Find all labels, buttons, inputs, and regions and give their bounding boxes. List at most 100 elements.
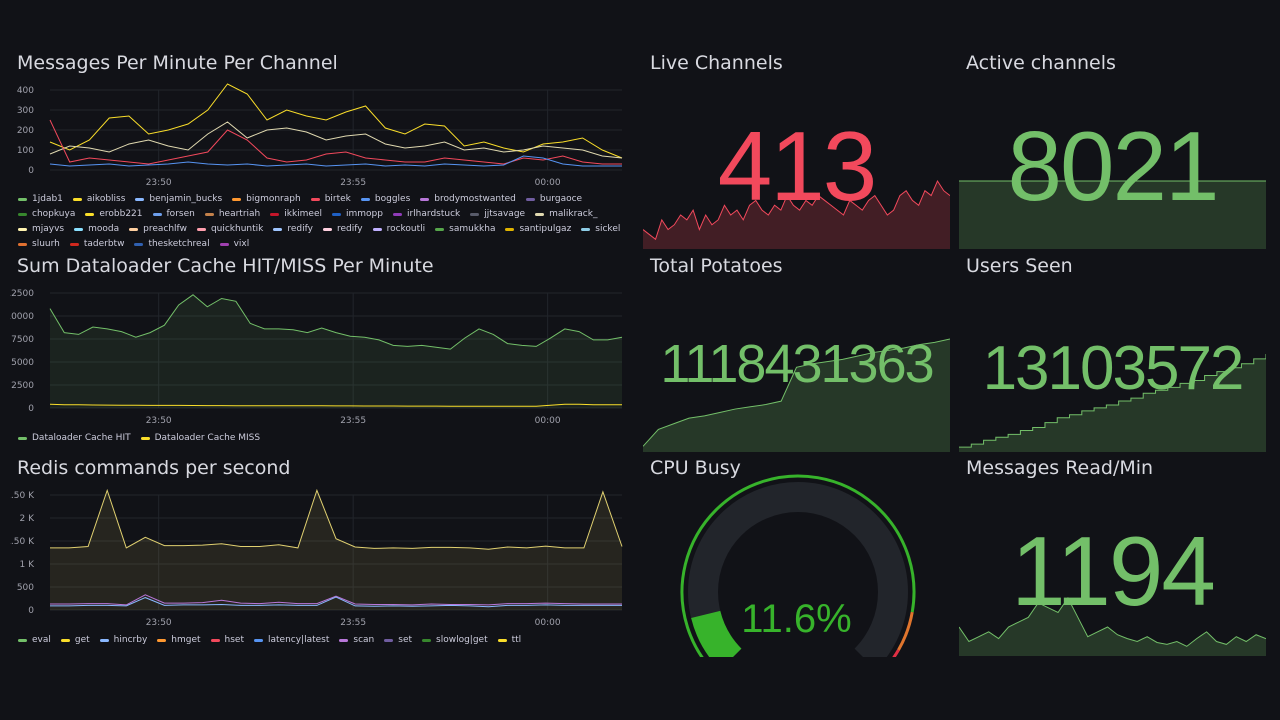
legend-item[interactable]: redify xyxy=(322,224,363,234)
legend-item[interactable]: slowlog|get xyxy=(422,635,488,645)
legend-label: boggles xyxy=(374,194,411,204)
legend-item[interactable]: mooda xyxy=(74,224,119,234)
legend-item[interactable]: hincrby xyxy=(99,635,148,645)
legend-swatch xyxy=(360,197,370,201)
legend-label: redify xyxy=(336,224,363,234)
legend-item[interactable]: eval xyxy=(18,635,51,645)
legend-swatch xyxy=(322,227,332,231)
legend-item[interactable]: latency|latest xyxy=(254,635,329,645)
legend-item[interactable]: irlhardstuck xyxy=(392,209,460,219)
series-line-dataloader-cache-hit xyxy=(49,294,623,350)
stat-value: 13103572 xyxy=(982,334,1245,403)
legend-item[interactable]: samukkha xyxy=(435,224,495,234)
legend-item[interactable]: benjamin_bucks xyxy=(135,194,222,204)
legend-swatch xyxy=(69,242,79,246)
legend-swatch xyxy=(210,638,220,642)
legend-swatch xyxy=(18,436,27,440)
legend-label: preachlfw xyxy=(143,224,187,234)
y-tick-label: 10000 xyxy=(10,312,34,322)
sparkline-line xyxy=(959,354,1266,448)
gauge-track xyxy=(688,482,908,657)
legend-item[interactable]: vixl xyxy=(219,239,249,247)
legend-label: santipulgaz xyxy=(519,224,572,234)
legend-label: birtek xyxy=(324,194,351,204)
legend-item[interactable]: burgaoce xyxy=(525,194,582,204)
legend-swatch xyxy=(18,227,27,231)
legend-swatch xyxy=(18,638,27,642)
total-potatoes-panel: Total Potatoes 1118431363 xyxy=(643,255,950,452)
legend-swatch xyxy=(505,227,515,231)
legend-item[interactable]: jjtsavage xyxy=(470,209,525,219)
threshold-orange xyxy=(897,611,914,651)
legend-label: benjamin_bucks xyxy=(149,194,223,204)
cpu-busy-panel: CPU Busy 11.6% xyxy=(643,457,950,657)
legend-label: heartriah xyxy=(218,209,261,219)
legend-label: quickhuntik xyxy=(210,224,264,234)
legend-item[interactable]: immopp xyxy=(332,209,383,219)
legend-item[interactable]: ttl xyxy=(497,635,521,645)
sparkline-area xyxy=(959,181,1266,249)
legend-item[interactable]: chopkuya xyxy=(18,209,75,219)
legend-item[interactable]: erobb221 xyxy=(85,209,143,219)
legend-label: samukkha xyxy=(449,224,496,234)
x-tick-label: 00:00 xyxy=(535,178,561,188)
legend-item[interactable]: Dataloader Cache MISS xyxy=(140,433,260,443)
panel-title: Redis commands per second xyxy=(17,457,291,479)
series-line-scan xyxy=(50,594,622,606)
y-tick-label: 0 xyxy=(28,606,34,616)
legend-swatch xyxy=(18,197,27,201)
legend-item[interactable]: redify xyxy=(273,224,313,234)
legend-item[interactable]: heartriah xyxy=(204,209,261,219)
legend-item[interactable]: set xyxy=(384,635,412,645)
legend-item[interactable]: preachlfw xyxy=(129,224,187,234)
legend-label: hincrby xyxy=(113,635,148,645)
messages-per-minute-panel: Messages Per Minute Per Channel 400 300 20… xyxy=(10,52,635,247)
series-area xyxy=(50,490,622,610)
legend-item[interactable]: get xyxy=(60,635,90,645)
legend-item[interactable]: mjayvs xyxy=(18,224,64,234)
legend-item[interactable]: hset xyxy=(210,635,244,645)
panel-title: Total Potatoes xyxy=(650,255,783,277)
legend-swatch xyxy=(152,212,162,216)
legend-item[interactable]: 1jdab1 xyxy=(18,194,63,204)
legend-item[interactable]: aikobliss xyxy=(72,194,126,204)
legend-label: Dataloader Cache HIT xyxy=(32,433,131,443)
legend-item[interactable]: boggles xyxy=(360,194,411,204)
legend-item[interactable]: birtek xyxy=(310,194,351,204)
legend-item[interactable]: bigmonraph xyxy=(232,194,301,204)
legend-swatch xyxy=(332,212,342,216)
messages-chart[interactable]: 400 300 200 100 0 23:50 23:55 00:00 xyxy=(10,82,630,192)
legend-item[interactable]: Dataloader Cache HIT xyxy=(18,433,131,443)
legend-swatch xyxy=(129,227,139,231)
legend-item[interactable]: ikkimeel xyxy=(270,209,322,219)
legend-label: sickel xyxy=(595,224,621,234)
legend-item[interactable]: thesketchreal xyxy=(134,239,210,247)
redis-chart[interactable]: 2.50 K 2 K 1.50 K 1 K 500 0 23:50 23:55 00:00 xyxy=(10,487,630,632)
sparkline-area xyxy=(959,598,1266,656)
legend-swatch xyxy=(535,212,545,216)
legend-item[interactable]: hmget xyxy=(157,635,201,645)
panel-title: Active channels xyxy=(966,52,1116,74)
cache-chart[interactable]: 12500 10000 7500 5000 2500 0 23:50 23:55 00:00 xyxy=(10,285,630,430)
legend-label: scan xyxy=(353,635,375,645)
legend-item[interactable]: quickhuntik xyxy=(196,224,264,234)
legend-label: rockoutli xyxy=(386,224,426,234)
legend-label: hset xyxy=(224,635,244,645)
legend-item[interactable]: sickel xyxy=(581,224,620,234)
legend-item[interactable]: santipulgaz xyxy=(505,224,571,234)
x-tick-label: 23:55 xyxy=(340,178,366,188)
legend-label: aikobliss xyxy=(86,194,126,204)
legend-item[interactable]: forsen xyxy=(152,209,195,219)
legend-item[interactable]: rockoutli xyxy=(372,224,426,234)
legend-item[interactable]: brodymostwanted xyxy=(420,194,516,204)
legend-item[interactable]: taderbtw xyxy=(69,239,124,247)
legend-item[interactable]: sluurh xyxy=(18,239,60,247)
live-channels-sparkline xyxy=(643,179,950,249)
legend-label: mooda xyxy=(88,224,120,234)
panel-title: Sum Dataloader Cache HIT/MISS Per Minute xyxy=(17,255,434,277)
legend-swatch xyxy=(18,212,27,216)
legend-swatch xyxy=(134,242,144,246)
legend-item[interactable]: malikrack_ xyxy=(535,209,597,219)
panel-title: CPU Busy xyxy=(650,457,741,479)
legend-item[interactable]: scan xyxy=(339,635,374,645)
